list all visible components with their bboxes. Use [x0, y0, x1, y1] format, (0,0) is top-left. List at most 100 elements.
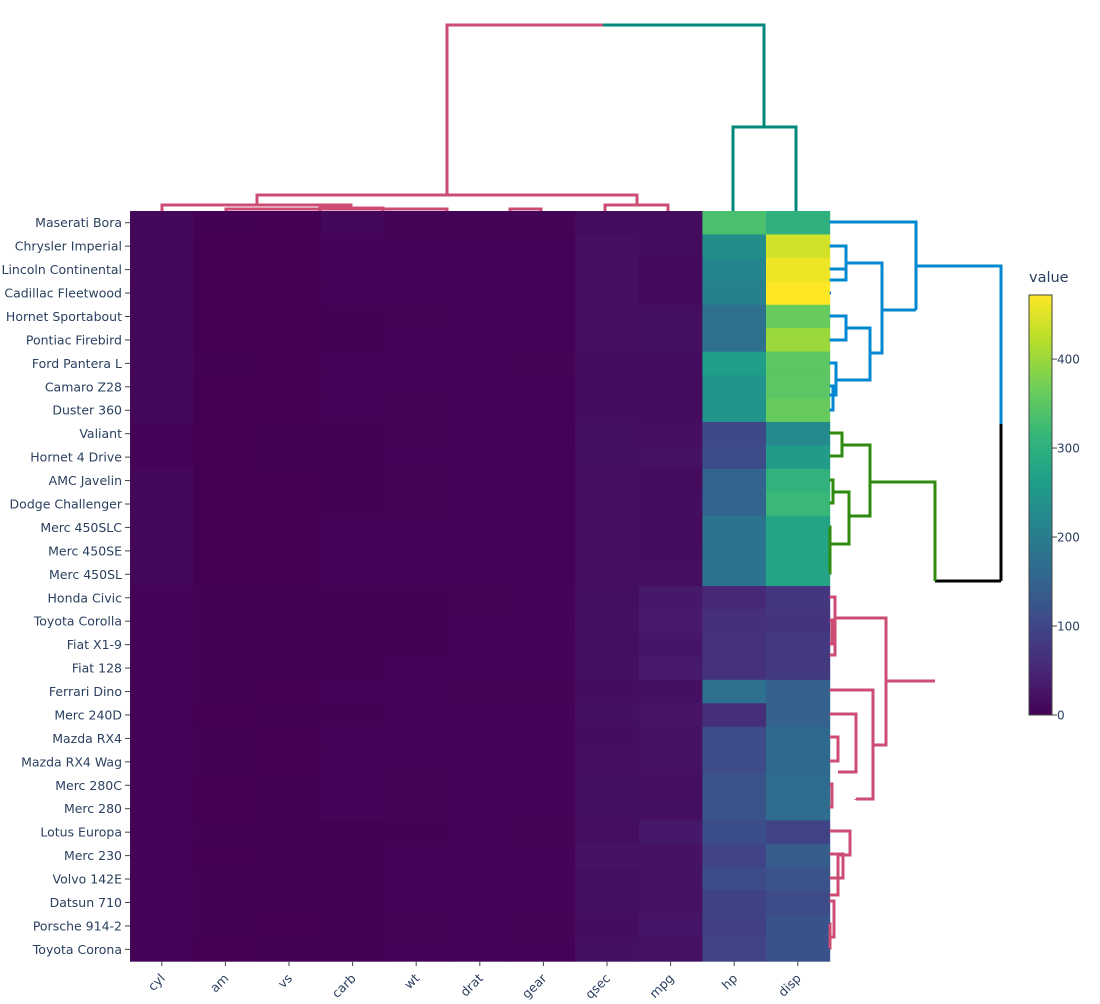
heatmap-cell [766, 305, 830, 329]
heatmap-cell [321, 445, 385, 469]
heatmap-cell [321, 281, 385, 305]
dendrogram-link [510, 209, 541, 211]
heatmap-cell [512, 609, 576, 633]
heatmap-cell [702, 211, 766, 235]
row-label: Mazda RX4 Wag [21, 754, 122, 769]
heatmap-cell [257, 609, 321, 633]
heatmap-cell [639, 516, 703, 540]
heatmap-cell [639, 797, 703, 821]
heatmap-cell [130, 750, 194, 774]
heatmap-cell [130, 797, 194, 821]
heatmap-cell [575, 281, 639, 305]
heatmap-cell [194, 445, 258, 469]
heatmap-cell [766, 938, 830, 962]
heatmap-cell [766, 750, 830, 774]
heatmap-cell [384, 867, 448, 891]
heatmap-cell [639, 891, 703, 915]
dendrogram-link [870, 482, 935, 581]
heatmap-cell [384, 445, 448, 469]
heatmap-cell [448, 563, 512, 587]
column-label: wt [401, 971, 422, 992]
heatmap-cell [257, 305, 321, 329]
heatmap-cell [130, 727, 194, 751]
heatmap-cell [257, 891, 321, 915]
heatmap-cell [639, 820, 703, 844]
heatmap-cell [130, 820, 194, 844]
heatmap-cell [512, 680, 576, 704]
heatmap-cell [766, 563, 830, 587]
column-label: cyl [145, 971, 168, 994]
heatmap-cell [639, 727, 703, 751]
row-label: Lincoln Continental [2, 262, 123, 277]
heatmap-cell [130, 516, 194, 540]
column-label: vs [275, 971, 295, 991]
heatmap-cell [512, 422, 576, 446]
heatmap-cell [194, 891, 258, 915]
heatmap-cell [512, 399, 576, 423]
heatmap-cell [639, 422, 703, 446]
heatmap-cell [130, 609, 194, 633]
heatmap-cell [130, 938, 194, 962]
heatmap-cell [702, 539, 766, 563]
heatmap-cell [766, 258, 830, 282]
row-label: Fiat X1-9 [67, 637, 122, 652]
heatmap-cell [194, 258, 258, 282]
heatmap-cell [448, 680, 512, 704]
heatmap-cell [702, 422, 766, 446]
heatmap-cell [702, 797, 766, 821]
row-label: Duster 360 [52, 403, 122, 418]
heatmap-cell [575, 820, 639, 844]
heatmap-cell [130, 352, 194, 376]
heatmap-cell [639, 703, 703, 727]
dendrogram-link [846, 263, 882, 353]
heatmap-cell [448, 891, 512, 915]
row-label: Merc 280 [64, 801, 122, 816]
heatmap-cell [384, 305, 448, 329]
heatmap-cell [257, 399, 321, 423]
heatmap-cell [194, 750, 258, 774]
heatmap-cell [512, 563, 576, 587]
heatmap-cell [575, 727, 639, 751]
heatmap-cell [702, 586, 766, 610]
heatmap-cell [702, 305, 766, 329]
heatmap-cell [512, 281, 576, 305]
heatmap-cell [257, 844, 321, 868]
heatmap-cell [702, 492, 766, 516]
heatmap-cell [448, 727, 512, 751]
heatmap-cell [639, 609, 703, 633]
heatmap-cell [702, 469, 766, 493]
heatmap-cell [639, 914, 703, 938]
heatmap-cell [575, 539, 639, 563]
heatmap-cell [575, 844, 639, 868]
heatmap-cell [512, 516, 576, 540]
heatmap-cell [702, 938, 766, 962]
heatmap-cell [766, 539, 830, 563]
row-label: Merc 280C [55, 778, 122, 793]
dendrogram-link [835, 618, 886, 745]
heatmap-cell [639, 656, 703, 680]
heatmap-cell [702, 609, 766, 633]
row-label: Cadillac Fleetwood [4, 286, 122, 301]
column-label: gear [519, 970, 550, 1000]
heatmap-cell [766, 352, 830, 376]
heatmap-cell [384, 586, 448, 610]
heatmap-cell [321, 938, 385, 962]
heatmap-cell [766, 891, 830, 915]
heatmap-cell [194, 305, 258, 329]
heatmap-cell [448, 703, 512, 727]
heatmap-cell [575, 445, 639, 469]
heatmap-cell [639, 750, 703, 774]
heatmap-cell [321, 563, 385, 587]
heatmap-cell [130, 844, 194, 868]
dendrogram-link [830, 855, 838, 895]
heatmap-cell [194, 399, 258, 423]
heatmap-cell [448, 656, 512, 680]
heatmap-cell [512, 328, 576, 352]
heatmap-cell [130, 539, 194, 563]
dendrogram-link [447, 25, 603, 195]
heatmap-cell [194, 703, 258, 727]
heatmap-cell [321, 750, 385, 774]
heatmap-cell [702, 774, 766, 798]
heatmap-cell [766, 492, 830, 516]
